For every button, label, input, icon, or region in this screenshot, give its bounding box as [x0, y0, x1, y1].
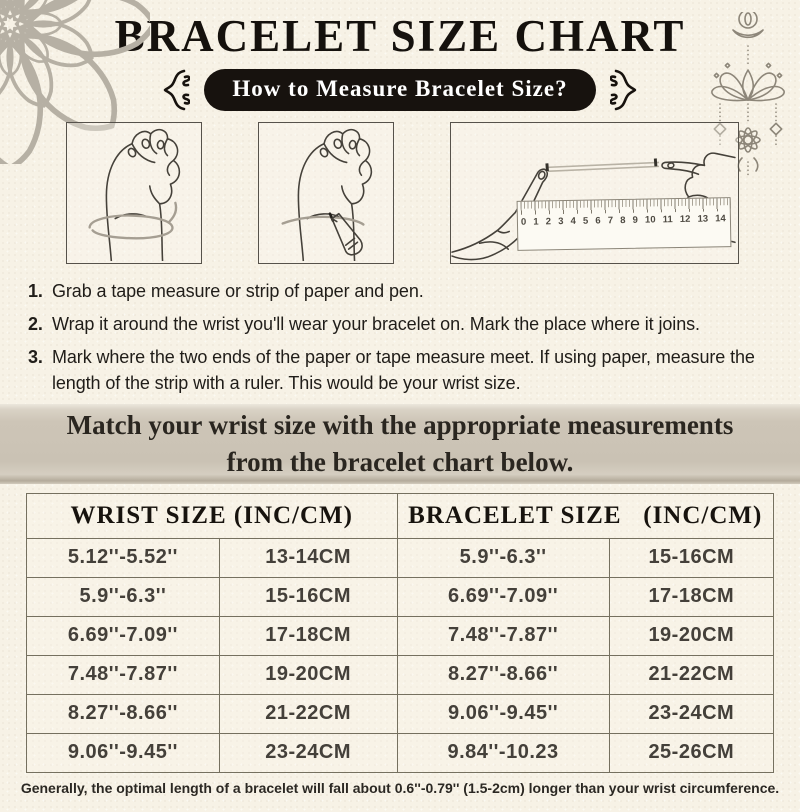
ruler-number: 6 [595, 214, 601, 226]
match-size-banner: Match your wrist size with the appropria… [0, 403, 800, 484]
instruction-step: 3. Mark where the two ends of the paper … [28, 344, 790, 396]
bracelet-cm-cell: 21-22CM [608, 654, 775, 695]
ruler: 0 1 2 3 4 5 6 7 8 9 10 11 12 13 14 [516, 196, 732, 251]
instruction-step: 2. Wrap it around the wrist you'll wear … [28, 311, 790, 337]
ruler-number: 5 [582, 215, 589, 227]
bracelet-inch-cell: 7.48''-7.87'' [396, 615, 610, 656]
ruler-numbers: 0 1 2 3 4 5 6 7 8 9 10 11 12 13 14 [521, 213, 726, 228]
instructions: 1. Grab a tape measure or strip of paper… [28, 278, 800, 396]
page-title: BRACELET SIZE CHART [114, 11, 686, 61]
wrist-cm-cell: 19-20CM [218, 654, 398, 695]
wrist-inch-cell: 5.9''-6.3'' [26, 576, 220, 617]
bracelet-cm-cell: 19-20CM [608, 615, 775, 656]
bracelet-inch-cell: 8.27''-8.66'' [396, 654, 610, 695]
ruler-number: 14 [715, 212, 726, 224]
table-row: 5.9''-6.3'' 15-16CM 6.69''-7.09'' 17-18C… [26, 576, 775, 617]
wrist-cm-cell: 13-14CM [218, 537, 398, 578]
ruler-number: 2 [545, 215, 552, 227]
table-row: 9.06''-9.45'' 23-24CM 9.84''-10.23 25-26… [26, 732, 775, 773]
step-number: 1. [28, 280, 43, 301]
bracelet-inch-cell: 5.9''-6.3'' [396, 537, 610, 578]
bracelet-cm-cell: 23-24CM [608, 693, 775, 734]
flourish-bracket-icon [609, 69, 636, 110]
wrist-inch-cell: 8.27''-8.66'' [26, 693, 220, 734]
measure-illustrations: 0 1 2 3 4 5 6 7 8 9 10 11 12 13 14 [0, 121, 800, 272]
bracelet-inch-cell: 9.84''-10.23 [396, 732, 610, 773]
wrist-inch-cell: 9.06''-9.45'' [26, 732, 220, 773]
how-to-measure-badge: How to Measure Bracelet Size? [204, 68, 596, 111]
ruler-number: 12 [679, 213, 691, 225]
badge-row: How to Measure Bracelet Size? [0, 67, 800, 113]
wrist-inch-cell: 6.69''-7.09'' [26, 615, 220, 656]
fist-with-tape-illustration [66, 121, 202, 264]
table-row: 7.48''-7.87'' 19-20CM 8.27''-8.66'' 21-2… [26, 654, 775, 695]
banner-line-1: Match your wrist size with the appropria… [66, 410, 734, 441]
wrist-cm-cell: 17-18CM [218, 615, 398, 656]
ruler-number: 8 [620, 214, 626, 226]
flourish-bracket-icon [164, 69, 191, 110]
wrist-inch-cell: 7.48''-7.87'' [26, 654, 220, 695]
ruler-number: 13 [697, 213, 709, 225]
table-row: 6.69''-7.09'' 17-18CM 7.48''-7.87'' 19-2… [26, 615, 775, 656]
fist-with-pen-illustration [258, 121, 394, 264]
step-text: Mark where the two ends of the paper or … [52, 346, 755, 393]
ruler-number: 9 [632, 214, 638, 226]
step-text: Wrap it around the wrist you'll wear you… [52, 313, 700, 334]
table-header-row: WRIST SIZE (INC/CM) BRACELET SIZE (INC/C… [26, 492, 774, 539]
instruction-step: 1. Grab a tape measure or strip of paper… [28, 278, 790, 304]
step-number: 2. [28, 313, 43, 334]
ruler-number: 1 [533, 215, 539, 228]
wrist-cm-cell: 21-22CM [218, 693, 398, 734]
bracelet-cm-cell: 17-18CM [608, 576, 775, 617]
wrist-cm-cell: 15-16CM [218, 576, 398, 617]
bracelet-inch-cell: 6.69''-7.09'' [396, 576, 610, 617]
ruler-number: 3 [558, 215, 564, 227]
footer-note: Generally, the optimal length of a brace… [20, 779, 780, 796]
step-number: 3. [28, 346, 43, 367]
wrist-inch-cell: 5.12''-5.52'' [26, 537, 220, 578]
banner-line-2: from the bracelet chart below. [226, 446, 574, 477]
ruler-number: 10 [644, 213, 656, 226]
wrist-size-header: WRIST SIZE (INC/CM) [26, 492, 398, 539]
size-chart-table: WRIST SIZE (INC/CM) BRACELET SIZE (INC/C… [26, 492, 775, 773]
wrist-cm-cell: 23-24CM [218, 732, 398, 773]
bracelet-cm-cell: 15-16CM [608, 537, 775, 578]
ruler-number: 7 [607, 214, 614, 226]
hands-ruler-strip-illustration: 0 1 2 3 4 5 6 7 8 9 10 11 12 13 14 [450, 121, 739, 264]
bracelet-size-header: BRACELET SIZE (INC/CM) [396, 492, 774, 539]
ruler-number: 0 [520, 216, 527, 228]
table-row: 5.12''-5.52'' 13-14CM 5.9''-6.3'' 15-16C… [26, 537, 775, 578]
table-row: 8.27''-8.66'' 21-22CM 9.06''-9.45'' 23-2… [26, 693, 775, 734]
step-text: Grab a tape measure or strip of paper an… [52, 280, 424, 301]
ruler-number: 4 [570, 215, 576, 227]
bracelet-cm-cell: 25-26CM [608, 732, 775, 773]
bracelet-inch-cell: 9.06''-9.45'' [396, 693, 610, 734]
ruler-number: 11 [662, 213, 673, 225]
